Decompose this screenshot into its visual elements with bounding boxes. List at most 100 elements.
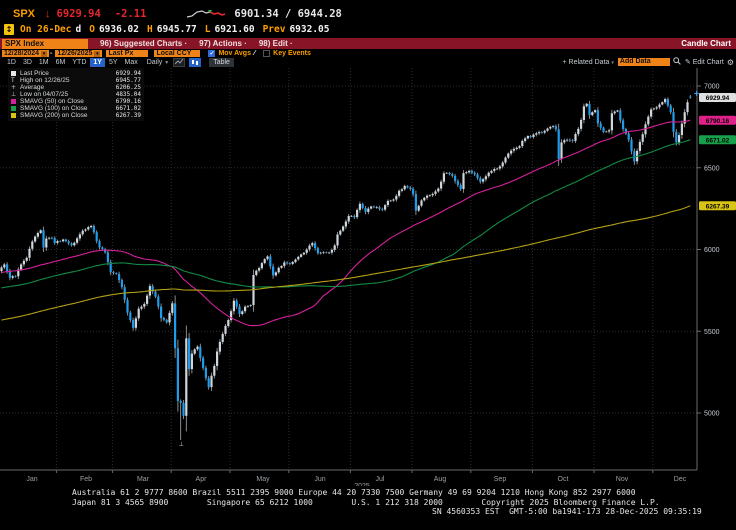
legend-marker-icon: + — [11, 84, 17, 91]
legend-swatch-icon — [11, 71, 16, 76]
legend-marker-icon: T — [11, 77, 15, 84]
low-value: 6921.60 — [214, 23, 255, 35]
session-flag: d — [75, 23, 82, 35]
legend-row: SMAVG (100) on Close 6671.02 — [11, 105, 141, 112]
legend-label: Low on 04/07/25 — [20, 91, 69, 98]
open-value: 6936.02 — [98, 23, 139, 35]
svg-text:6929.94: 6929.94 — [706, 95, 730, 102]
date-to-field[interactable]: 12/26/2025 ▾ — [55, 49, 103, 58]
menu-item[interactable]: 98) Edit · — [258, 39, 293, 48]
chart-legend: Last Price 6929.94 T High on 12/26/25 6945.7… — [8, 68, 144, 121]
legend-label: Average — [20, 84, 45, 91]
legend-row: T High on 12/26/25 6945.77 — [11, 77, 141, 84]
legend-label: SMAVG (200) on Close — [20, 112, 88, 119]
calendar-dropdown-icon[interactable]: ▾ — [94, 50, 101, 57]
add-data-input[interactable]: Add Data — [617, 58, 670, 66]
edit-avgs-icon[interactable]: ⁄ — [253, 50, 256, 57]
svg-text:Dec: Dec — [674, 476, 687, 483]
tab-max[interactable]: Max — [124, 58, 138, 66]
high-label: H — [147, 23, 153, 35]
tab-5y[interactable]: 5Y — [108, 58, 118, 66]
svg-text:+: + — [693, 89, 700, 98]
legend-label: High on 12/26/25 — [20, 77, 70, 84]
legend-marker-icon: ⊥ — [11, 91, 17, 98]
legend-row: Last Price 6929.94 — [11, 70, 141, 77]
high-value: 6945.77 — [156, 23, 197, 35]
svg-text:Nov: Nov — [616, 476, 629, 483]
svg-text:Feb: Feb — [80, 476, 92, 483]
tab-3d[interactable]: 3D — [22, 58, 32, 66]
svg-text:6000: 6000 — [704, 247, 720, 254]
search-icon[interactable] — [673, 57, 681, 67]
alert-icon[interactable]: ↕ — [4, 23, 14, 35]
legend-swatch-icon — [11, 99, 16, 104]
legend-value: 6945.77 — [115, 77, 141, 84]
date-from-field[interactable]: 12/28/2024 ▾ — [2, 49, 50, 58]
quote-line-2: ↕ On 26-Dec d O 6936.02 H 6945.77 L 6921… — [4, 23, 330, 35]
legend-row: SMAVG (200) on Close 6267.39 — [11, 112, 141, 119]
legend-value: 6206.25 — [115, 84, 141, 91]
ticker-symbol: SPX — [13, 8, 36, 20]
price-type-select[interactable]: Last Px — [106, 49, 149, 58]
controls-row: 12/28/2024 ▾ - 12/26/2025 ▾ Last Px Local … — [0, 49, 736, 58]
svg-text:Apr: Apr — [196, 476, 208, 483]
menu-item[interactable]: 97) Actions · — [199, 39, 247, 48]
session-label: On 26-Dec — [20, 23, 72, 35]
candle-chart-icon[interactable] — [189, 57, 202, 67]
legend-row: + Average 6206.25 — [11, 84, 141, 91]
mov-avgs-checkbox[interactable] — [208, 50, 216, 57]
legend-row: ⊥ Low on 04/07/25 4835.04 — [11, 91, 141, 98]
legend-label: SMAVG (50) on Close — [20, 98, 84, 105]
legend-label: Last Price — [20, 70, 49, 77]
svg-text:Sep: Sep — [494, 476, 507, 483]
svg-text:6790.16: 6790.16 — [706, 118, 730, 125]
footer-contact-line-1: Australia 61 2 9777 8600 Brazil 5511 239… — [72, 488, 636, 497]
calendar-dropdown-icon[interactable]: ▾ — [41, 50, 48, 57]
legend-row: SMAVG (50) on Close 6790.16 — [11, 98, 141, 105]
tab-ytd[interactable]: YTD — [72, 58, 87, 66]
svg-text:May: May — [256, 476, 270, 483]
svg-text:Aug: Aug — [434, 476, 447, 483]
mov-avgs-label: Mov Avgs — [218, 50, 251, 57]
menu-bar: SPX Index 96) Suggested Charts · 97) Acti… — [0, 38, 736, 49]
security-input[interactable]: SPX Index — [2, 38, 88, 49]
bid-ask-range: 6901.34 / 6944.28 — [234, 8, 342, 20]
gear-icon[interactable]: ⚙ — [726, 57, 734, 67]
key-events-checkbox[interactable] — [263, 50, 271, 57]
svg-text:⊥: ⊥ — [179, 441, 184, 448]
related-data-button[interactable]: + Related Data ▾ — [562, 58, 614, 66]
open-label: O — [89, 23, 95, 35]
legend-swatch-icon — [11, 113, 16, 118]
quote-line-1: SPX ↓ 6929.94 -2.11 6901.34 / 6944.28 — [13, 7, 342, 21]
svg-text:6500: 6500 — [704, 165, 720, 172]
svg-text:Jan: Jan — [26, 476, 37, 483]
tab-1m[interactable]: 1M — [38, 58, 49, 66]
svg-text:5500: 5500 — [704, 329, 720, 336]
prev-value: 6932.05 — [289, 23, 330, 35]
svg-text:Mar: Mar — [137, 476, 150, 483]
menu-item[interactable]: 96) Suggested Charts · — [100, 39, 188, 48]
legend-value: 6671.02 — [115, 105, 141, 112]
currency-select[interactable]: Local CCY — [154, 49, 201, 58]
low-label: L — [204, 23, 211, 35]
tab-1d[interactable]: 1D — [7, 58, 16, 66]
frequency-select[interactable]: Daily ▼ — [146, 58, 170, 66]
svg-text:Jul: Jul — [376, 476, 385, 483]
legend-value: 4835.04 — [115, 91, 141, 98]
tab-6m[interactable]: 6M — [55, 58, 66, 66]
period-tabs-row: 1D 3D 1M 6M YTD 1Y 5Y Max Daily ▼ Table + Relat… — [0, 57, 736, 67]
svg-text:6267.39: 6267.39 — [706, 203, 730, 210]
legend-value: 6267.39 — [115, 112, 141, 119]
legend-swatch-icon — [11, 106, 16, 111]
legend-value: 6929.94 — [115, 70, 141, 77]
table-button[interactable]: Table — [209, 57, 234, 67]
footer-session-info: SN 4560353 EST GMT-5:00 ba1941-173 28-De… — [432, 507, 702, 516]
svg-text:Jun: Jun — [314, 476, 325, 483]
line-chart-icon[interactable] — [173, 57, 186, 67]
tab-1y[interactable]: 1Y — [90, 57, 105, 67]
edit-chart-button[interactable]: ✎ Edit Chart — [684, 59, 724, 66]
svg-text:7000: 7000 — [704, 84, 720, 91]
key-events-label: Key Events — [273, 50, 311, 57]
